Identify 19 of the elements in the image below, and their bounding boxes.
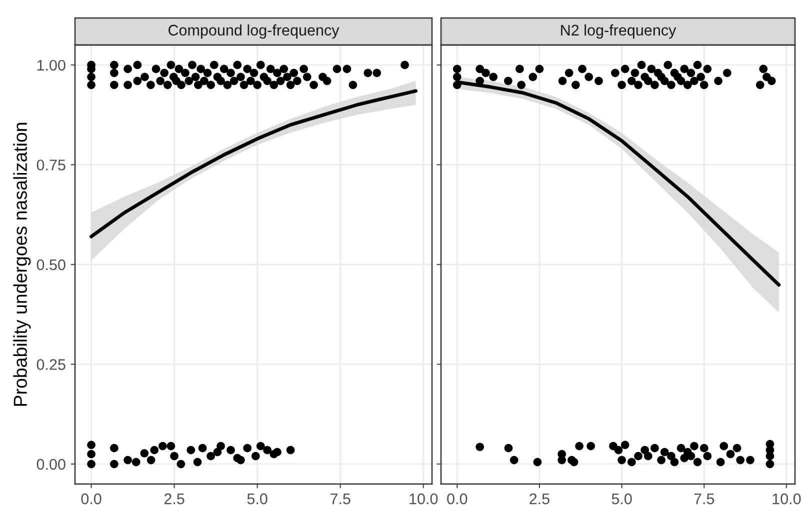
x-tick-label: 2.5 <box>164 493 184 504</box>
chart-title: Compound log-frequency <box>168 24 340 39</box>
x-tick-label: 7.5 <box>330 494 350 504</box>
chart-title: N2 log-frequency <box>561 24 676 39</box>
x-tick-label: 7.5 <box>694 494 714 504</box>
y-axis-title: Probability undergoes nasalization <box>13 122 31 406</box>
y-tick-label: 0.00 <box>36 458 66 470</box>
x-tick-label: 0.0 <box>447 493 468 504</box>
y-tick-label: 1.00 <box>37 60 66 71</box>
x-tick-label: 10.0 <box>410 493 438 504</box>
x-tick-label: 10.0 <box>772 493 801 504</box>
y-tick-label: 0.75 <box>36 160 66 170</box>
x-tick-label: 5.0 <box>247 493 268 504</box>
x-tick-label: 2.5 <box>530 493 550 504</box>
x-tick-label: 0.0 <box>81 493 102 504</box>
y-tick-label: 0.25 <box>36 359 66 370</box>
x-tick-label: 5.0 <box>612 493 632 504</box>
line-series <box>90 89 418 238</box>
y-tick-label: 0.50 <box>36 259 66 270</box>
